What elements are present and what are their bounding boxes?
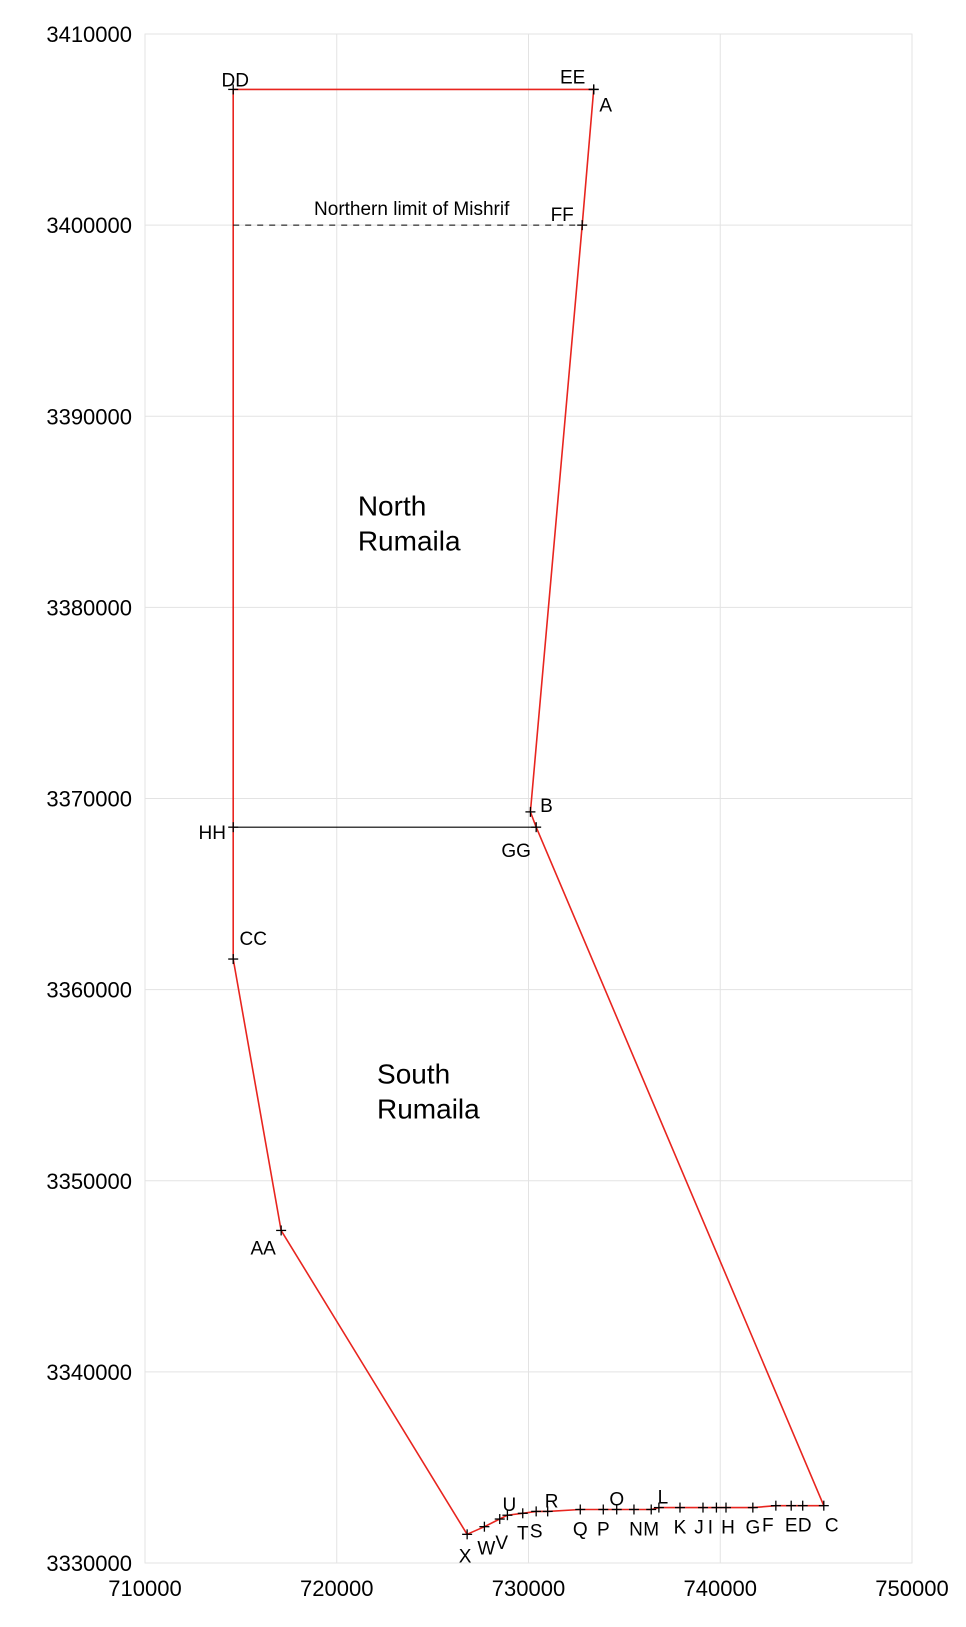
- point-label: DD: [221, 70, 248, 91]
- point-label: O: [609, 1489, 624, 1510]
- x-tick-label: 740000: [684, 1576, 757, 1601]
- point-label: K: [674, 1518, 687, 1539]
- boundary-point: [653, 1502, 664, 1513]
- boundary-point: [542, 1506, 553, 1517]
- boundary-point: [674, 1502, 685, 1513]
- point-label: W: [477, 1539, 495, 1560]
- point-label: N: [629, 1519, 643, 1540]
- boundary-point: [517, 1508, 528, 1519]
- point-label: C: [825, 1516, 839, 1537]
- boundary-point: [770, 1500, 781, 1511]
- y-tick-label: 3410000: [46, 22, 132, 47]
- boundary-point: [711, 1502, 722, 1513]
- point-label: GG: [501, 841, 531, 862]
- y-tick-label: 3380000: [46, 595, 132, 620]
- boundary-point: [628, 1504, 639, 1515]
- boundary-point: [228, 822, 239, 833]
- point-label: H: [721, 1518, 735, 1539]
- boundary-point: [479, 1521, 490, 1532]
- boundary-point: [697, 1502, 708, 1513]
- y-tick-label: 3350000: [46, 1169, 132, 1194]
- y-tick-label: 3400000: [46, 213, 132, 238]
- point-label: HH: [198, 823, 225, 844]
- boundary-point: [611, 1504, 622, 1515]
- point-label: E: [785, 1516, 798, 1537]
- annotations: Northern limit of Mishrif North Rumaila Sou…: [314, 199, 510, 1124]
- point-label: S: [530, 1521, 543, 1542]
- point-label: J: [694, 1518, 704, 1539]
- point-label: EE: [560, 67, 585, 88]
- x-tick-label: 730000: [492, 1576, 565, 1601]
- boundary-point: [228, 954, 239, 965]
- point-label: I: [708, 1518, 713, 1539]
- boundary-point: [502, 1510, 513, 1521]
- boundary-points: [228, 84, 829, 1540]
- point-label: D: [798, 1516, 812, 1537]
- y-tick-label: 3390000: [46, 404, 132, 429]
- boundary-point: [525, 806, 536, 817]
- mishrif-limit-label: Northern limit of Mishrif: [314, 199, 510, 220]
- point-label: T: [517, 1523, 529, 1544]
- y-tick-label: 3330000: [46, 1551, 132, 1576]
- point-label: AA: [250, 1238, 276, 1259]
- point-label: U: [503, 1495, 517, 1516]
- boundary-point: [494, 1514, 505, 1525]
- region-label: Rumaila: [358, 526, 461, 557]
- point-label: A: [599, 95, 612, 116]
- boundary-point: [228, 84, 239, 95]
- point-label: FF: [551, 205, 574, 226]
- axes: 710000 720000 730000 740000 750000 3330000 334…: [46, 22, 948, 1601]
- grid: [144, 33, 913, 1564]
- point-label: P: [597, 1519, 610, 1540]
- region-label: North: [358, 491, 426, 522]
- boundary-point: [531, 822, 542, 833]
- y-tick-label: 3340000: [46, 1360, 132, 1385]
- region-label: South: [377, 1058, 450, 1089]
- boundary-point: [531, 1506, 542, 1517]
- boundary-point: [721, 1502, 732, 1513]
- boundary-point: [747, 1502, 758, 1513]
- x-tick-label: 710000: [108, 1576, 181, 1601]
- y-tick-label: 3370000: [46, 787, 132, 812]
- point-label: Q: [573, 1519, 588, 1540]
- point-label: B: [540, 796, 553, 817]
- y-tick-label: 3360000: [46, 978, 132, 1003]
- boundary-point: [588, 84, 599, 95]
- boundary-point: [786, 1500, 797, 1511]
- x-tick-label: 750000: [875, 1576, 948, 1601]
- boundary-point: [598, 1504, 609, 1515]
- point-label: CC: [239, 929, 266, 950]
- x-tick-label: 720000: [300, 1576, 373, 1601]
- boundary-point: [577, 220, 588, 231]
- boundary-point: [646, 1504, 657, 1515]
- boundary-point: [797, 1500, 808, 1511]
- point-label: V: [495, 1533, 508, 1554]
- boundary-point: [462, 1529, 473, 1540]
- boundary-point: [276, 1225, 287, 1236]
- point-label: F: [762, 1516, 774, 1537]
- point-label: X: [459, 1546, 472, 1567]
- point-label: G: [745, 1518, 760, 1539]
- point-label: R: [545, 1491, 559, 1512]
- point-label: L: [658, 1488, 669, 1509]
- region-label: Rumaila: [377, 1093, 480, 1124]
- point-label: M: [643, 1519, 659, 1540]
- boundary-point: [575, 1504, 586, 1515]
- boundary-point: [818, 1500, 829, 1511]
